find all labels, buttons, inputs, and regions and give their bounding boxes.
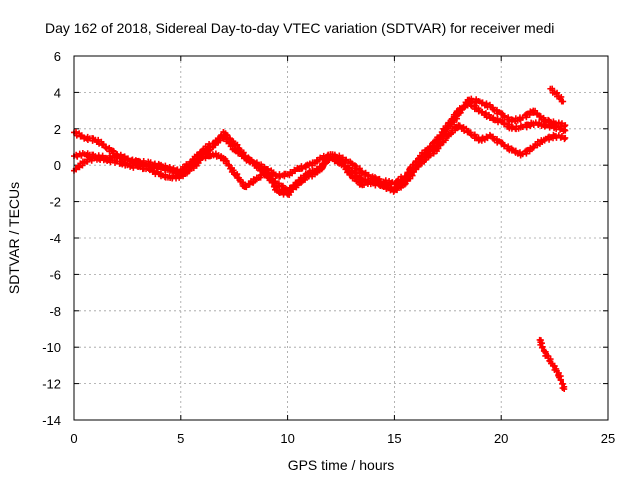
- marker-trail: [467, 129, 482, 144]
- x-tick-label: 20: [494, 431, 508, 446]
- y-tick-label: 4: [54, 85, 61, 100]
- marker-trail: [423, 146, 440, 161]
- marker-trail: [456, 96, 471, 117]
- x-tick-label: 15: [387, 431, 401, 446]
- marker-trail: [231, 141, 247, 160]
- y-tick-label: 6: [54, 49, 61, 64]
- marker-trail: [72, 158, 87, 173]
- marker-trail: [83, 133, 97, 144]
- marker-trail: [242, 152, 258, 169]
- y-axis-label: SDTVAR / TECUs: [6, 182, 22, 294]
- marker-trail: [549, 85, 556, 96]
- y-tick-label: -12: [42, 377, 61, 392]
- marker-trail: [509, 146, 524, 159]
- y-tick-label: -14: [42, 413, 61, 428]
- series-track-a: [71, 100, 569, 188]
- marker-trail: [445, 123, 462, 138]
- chart-title: Day 162 of 2018, Sidereal Day-to-day VTE…: [45, 20, 554, 36]
- data-point: [560, 98, 567, 105]
- y-tick-label: 0: [54, 158, 61, 173]
- marker-trail: [263, 170, 280, 193]
- marker-trail: [434, 132, 450, 152]
- marker-trail: [541, 131, 557, 144]
- series-late-low: [536, 336, 568, 393]
- plot-frame: [73, 55, 609, 421]
- x-tick-label: 5: [177, 431, 184, 446]
- y-tick-label: -8: [49, 304, 61, 319]
- marker-trail: [553, 89, 561, 100]
- y-tick-label: -10: [42, 340, 61, 355]
- data-point: [562, 134, 569, 141]
- data-point: [562, 122, 569, 129]
- marker-trail: [189, 156, 204, 172]
- axis-ticks: 0 5 10 15 20 25 -14 -12 -10 -8 -6 -4 -2 0 2 4 6: [42, 49, 615, 446]
- marker-trail: [169, 172, 183, 182]
- marker-trail: [413, 154, 429, 173]
- marker-trail: [286, 180, 300, 198]
- x-tick-label: 0: [70, 431, 77, 446]
- x-axis-label: GPS time / hours: [288, 457, 395, 473]
- y-tick-label: 2: [54, 122, 61, 137]
- marker-trail: [338, 159, 354, 178]
- x-tick-label: 10: [280, 431, 294, 446]
- marker-trail: [286, 164, 301, 179]
- data-point: [561, 386, 568, 393]
- marker-trail: [434, 126, 450, 146]
- marker-trail: [73, 150, 86, 160]
- series-track-c: [71, 122, 569, 198]
- data-marks: [71, 85, 569, 393]
- y-tick-label: -2: [49, 195, 61, 210]
- marker-trail: [220, 130, 237, 146]
- marker-trail: [104, 156, 119, 166]
- x-tick-label: 25: [601, 431, 615, 446]
- y-tick-label: -6: [49, 267, 61, 282]
- series-track-b: [71, 95, 569, 195]
- series-late-high: [547, 85, 567, 105]
- marker-trail: [402, 165, 419, 187]
- y-tick-label: -4: [49, 231, 61, 246]
